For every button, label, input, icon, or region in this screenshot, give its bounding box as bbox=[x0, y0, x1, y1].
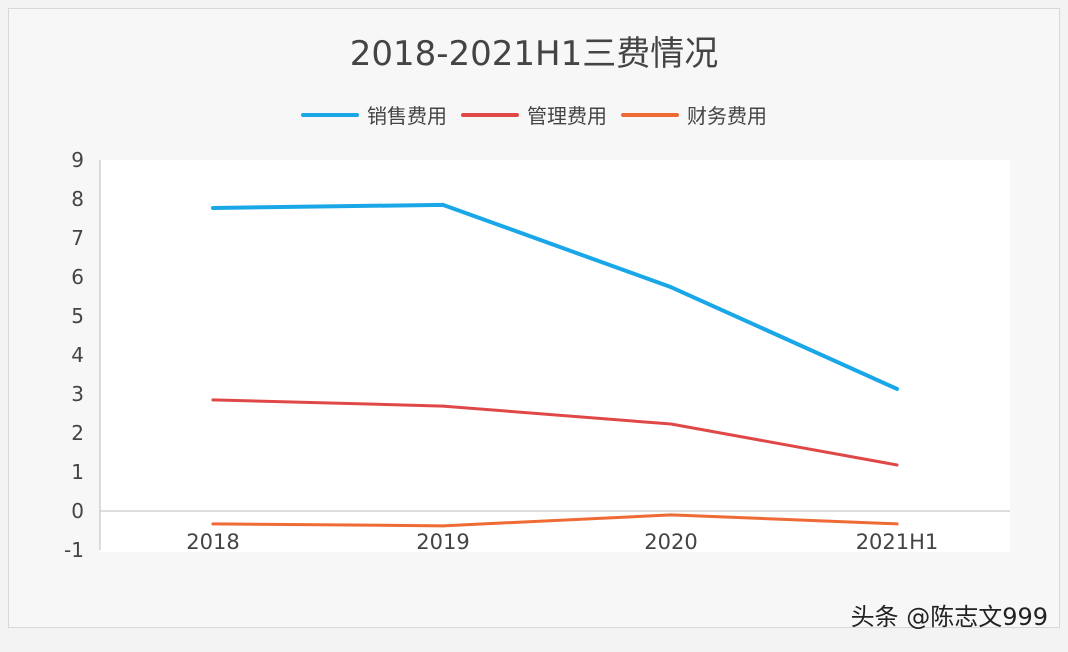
y-tick-label: 7 bbox=[71, 226, 84, 250]
legend-swatch bbox=[301, 112, 359, 117]
y-tick-label: 5 bbox=[71, 304, 84, 328]
x-tick-label: 2019 bbox=[416, 530, 469, 554]
y-tick-label: 0 bbox=[71, 499, 84, 523]
y-tick-label: 8 bbox=[71, 187, 84, 211]
data-point bbox=[669, 285, 673, 289]
series-line-2 bbox=[211, 398, 899, 467]
legend-swatch bbox=[621, 112, 679, 117]
y-tick-label: 4 bbox=[71, 343, 84, 367]
y-tick-label: 9 bbox=[71, 148, 84, 172]
y-tick-label: 6 bbox=[71, 265, 84, 289]
legend-label: 管理费用 bbox=[527, 104, 607, 128]
legend-item-finance: 财务费用 bbox=[621, 100, 767, 129]
data-point bbox=[441, 203, 445, 207]
x-tick-label: 2021H1 bbox=[856, 530, 939, 554]
data-point bbox=[895, 522, 899, 526]
data-point bbox=[669, 422, 673, 426]
data-point bbox=[211, 398, 215, 402]
data-point bbox=[669, 513, 673, 517]
series-line-1 bbox=[211, 202, 899, 391]
watermark: 头条 @陈志文999 bbox=[850, 603, 1048, 631]
legend-label: 销售费用 bbox=[367, 104, 447, 128]
chart-title: 2018-2021H1三费情况 bbox=[349, 34, 719, 74]
legend-label: 财务费用 bbox=[687, 104, 767, 128]
data-point bbox=[895, 387, 899, 391]
y-tick-label: 3 bbox=[71, 382, 84, 406]
legend-item-admin: 管理费用 bbox=[461, 100, 607, 129]
legend-swatch bbox=[461, 112, 519, 117]
data-point bbox=[211, 522, 215, 526]
data-point bbox=[211, 206, 215, 210]
data-point bbox=[441, 404, 445, 408]
y-tick-label: -1 bbox=[64, 538, 84, 562]
x-tick-label: 2018 bbox=[186, 530, 239, 554]
legend-item-sales: 销售费用 bbox=[301, 100, 447, 129]
y-tick-label: 2 bbox=[71, 421, 84, 445]
plot-area bbox=[100, 160, 1010, 552]
series-line-3 bbox=[211, 513, 899, 528]
data-point bbox=[895, 463, 899, 467]
x-tick-label: 2020 bbox=[644, 530, 697, 554]
data-point bbox=[441, 524, 445, 528]
y-tick-label: 1 bbox=[71, 460, 84, 484]
legend: 销售费用 管理费用 财务费用 bbox=[0, 100, 1068, 129]
